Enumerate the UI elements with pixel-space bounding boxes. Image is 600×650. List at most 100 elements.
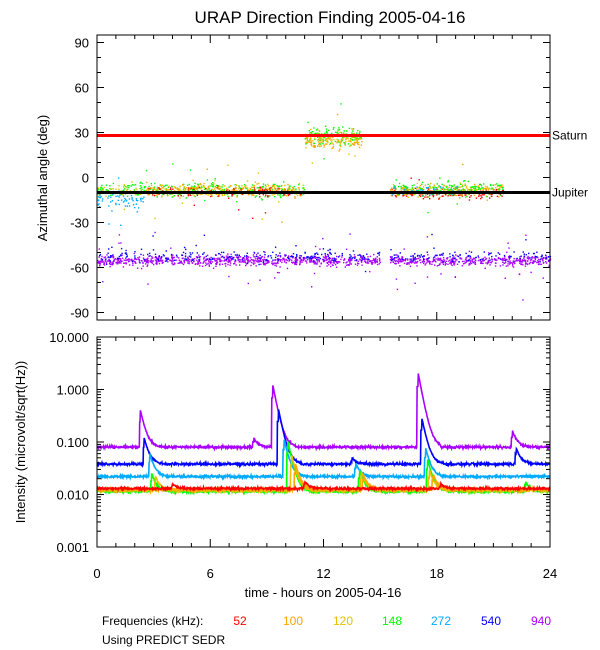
point-120khz <box>213 186 215 188</box>
point-540khz <box>442 261 445 263</box>
point-940khz <box>358 262 360 265</box>
point-940khz <box>532 262 534 264</box>
point-540khz <box>263 260 265 262</box>
point-120khz <box>477 185 480 187</box>
point-940khz <box>153 263 155 266</box>
point-940khz <box>322 260 325 263</box>
point-940khz <box>403 248 405 250</box>
point-940khz <box>105 262 108 264</box>
point-940khz <box>323 260 325 262</box>
point-940khz <box>264 262 266 265</box>
point-940khz <box>291 259 293 261</box>
point-940khz <box>465 256 467 259</box>
point-100khz <box>294 196 296 198</box>
point-940khz <box>262 261 264 263</box>
point-100khz <box>465 187 468 189</box>
point-52khz <box>458 194 460 196</box>
point-540khz <box>112 254 114 256</box>
point-540khz <box>545 257 547 259</box>
point-940khz <box>425 262 427 265</box>
point-148khz <box>324 125 327 127</box>
point-940khz <box>487 262 489 264</box>
intensity-line-940khz <box>96 373 551 452</box>
point-940khz <box>518 273 521 275</box>
point-52khz <box>281 190 283 192</box>
point-100khz <box>176 187 179 189</box>
point-540khz <box>101 258 104 261</box>
point-272khz <box>124 197 126 200</box>
point-940khz <box>257 261 259 263</box>
point-148khz <box>143 189 145 192</box>
point-52khz <box>489 197 491 199</box>
point-148khz <box>262 183 265 185</box>
point-100khz <box>438 190 441 192</box>
point-940khz <box>361 264 363 266</box>
point-120khz <box>273 185 276 187</box>
point-940khz <box>206 254 209 257</box>
point-148khz <box>463 188 465 191</box>
point-148khz <box>276 188 279 190</box>
point-148khz <box>338 127 340 129</box>
point-272khz <box>440 186 442 188</box>
point-148khz <box>488 193 491 196</box>
azimuth-y-tick-label: 0 <box>82 171 89 186</box>
point-100khz <box>310 140 312 142</box>
point-940khz <box>425 258 428 260</box>
point-148khz <box>422 188 425 191</box>
point-120khz <box>400 187 402 189</box>
point-120khz <box>236 190 238 192</box>
point-940khz <box>140 260 143 262</box>
point-540khz <box>405 258 407 260</box>
point-940khz <box>112 257 115 259</box>
point-940khz <box>438 258 440 260</box>
point-272khz <box>394 186 396 188</box>
point-100khz <box>309 141 311 143</box>
point-540khz <box>470 251 473 253</box>
point-272khz <box>427 187 429 189</box>
point-940khz <box>199 262 202 264</box>
point-540khz <box>263 251 265 253</box>
point-940khz <box>348 260 350 262</box>
point-940khz <box>451 259 454 261</box>
point-148khz <box>344 142 346 144</box>
point-120khz <box>326 140 329 142</box>
point-540khz <box>120 247 123 250</box>
point-940khz <box>127 260 130 263</box>
point-52khz <box>188 194 190 196</box>
point-940khz <box>208 264 210 266</box>
point-52khz <box>262 194 265 196</box>
point-120khz <box>221 194 223 196</box>
point-940khz <box>113 259 115 262</box>
point-120khz <box>292 189 295 191</box>
point-100khz <box>189 187 191 189</box>
point-148khz <box>464 180 466 182</box>
point-940khz <box>272 263 274 266</box>
point-120khz <box>231 189 233 191</box>
point-940khz <box>161 262 164 264</box>
point-940khz <box>418 257 420 259</box>
point-52khz <box>193 188 195 191</box>
point-100khz <box>178 188 180 190</box>
point-120khz <box>486 185 488 188</box>
point-940khz <box>183 259 185 262</box>
point-120khz <box>498 189 501 191</box>
point-120khz <box>358 141 360 144</box>
point-148khz <box>109 185 111 187</box>
point-272khz <box>433 188 435 190</box>
point-540khz <box>314 253 316 255</box>
legend-label: Frequencies (kHz): <box>102 614 203 628</box>
point-148khz <box>310 132 313 134</box>
point-940khz <box>274 259 276 261</box>
point-940khz <box>240 261 242 263</box>
point-272khz <box>110 201 112 203</box>
point-100khz <box>299 195 302 197</box>
point-940khz <box>256 257 259 260</box>
point-940khz <box>483 259 485 262</box>
point-100khz <box>218 193 220 196</box>
point-52khz <box>162 190 164 192</box>
point-540khz <box>394 257 396 259</box>
point-940khz <box>250 259 253 261</box>
point-940khz <box>507 242 509 244</box>
point-120khz <box>428 196 431 198</box>
